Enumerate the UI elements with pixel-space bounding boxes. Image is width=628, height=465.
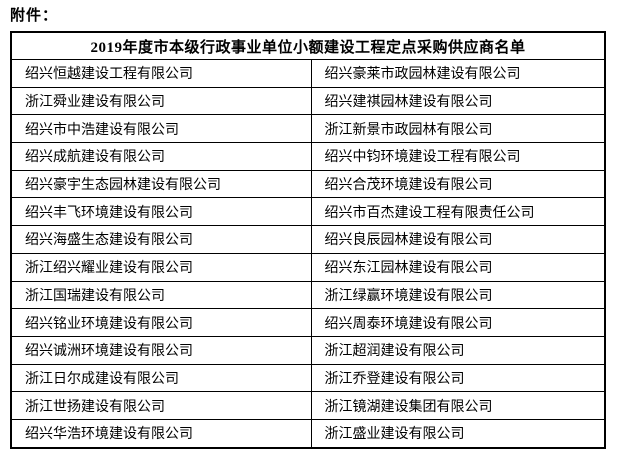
supplier-table: 2019年度市本级行政事业单位小额建设工程定点采购供应商名单 绍兴恒越建设工程有… (10, 31, 607, 449)
table-row: 绍兴豪宇生态园林建设有限公司 绍兴合茂环境建设有限公司 (10, 169, 606, 199)
supplier-cell: 绍兴市百杰建设工程有限责任公司 (310, 197, 606, 227)
supplier-cell: 绍兴丰飞环境建设有限公司 (10, 197, 312, 227)
supplier-cell: 绍兴周泰环境建设有限公司 (310, 308, 606, 337)
table-row: 浙江国瑞建设有限公司 浙江绿赢环境建设有限公司 (10, 280, 606, 310)
supplier-cell: 浙江超润建设有限公司 (310, 335, 606, 365)
supplier-cell: 浙江日尔成建设有限公司 (10, 363, 312, 393)
table-row: 绍兴市中浩建设有限公司 浙江新景市政园林有限公司 (10, 114, 606, 144)
table-row: 绍兴海盛生态建设有限公司 绍兴良辰园林建设有限公司 (10, 225, 606, 254)
supplier-cell: 绍兴铭业环境建设有限公司 (10, 308, 312, 337)
supplier-cell: 浙江镜湖建设集团有限公司 (310, 391, 606, 420)
table-title: 2019年度市本级行政事业单位小额建设工程定点采购供应商名单 (10, 31, 606, 60)
supplier-cell: 绍兴成航建设有限公司 (10, 142, 312, 171)
supplier-cell: 绍兴市中浩建设有限公司 (10, 114, 312, 144)
supplier-cell: 浙江国瑞建设有限公司 (10, 280, 312, 310)
supplier-cell: 绍兴合茂环境建设有限公司 (310, 169, 606, 199)
supplier-cell: 绍兴东江园林建设有限公司 (310, 252, 606, 282)
supplier-cell: 浙江新景市政园林有限公司 (310, 114, 606, 144)
table-row: 绍兴华浩环境建设有限公司 浙江盛业建设有限公司 (10, 418, 606, 449)
table-row: 绍兴诚洲环境建设有限公司 浙江超润建设有限公司 (10, 335, 606, 365)
supplier-cell: 浙江盛业建设有限公司 (310, 418, 606, 449)
table-title-row: 2019年度市本级行政事业单位小额建设工程定点采购供应商名单 (10, 31, 606, 60)
table-row: 绍兴成航建设有限公司 绍兴中钧环境建设工程有限公司 (10, 142, 606, 171)
supplier-cell: 绍兴华浩环境建设有限公司 (10, 418, 312, 449)
supplier-cell: 绍兴建祺园林建设有限公司 (310, 86, 606, 116)
supplier-cell: 绍兴中钧环境建设工程有限公司 (310, 142, 606, 171)
table-row: 浙江世扬建设有限公司 浙江镜湖建设集团有限公司 (10, 391, 606, 420)
supplier-cell: 绍兴良辰园林建设有限公司 (310, 225, 606, 254)
supplier-cell: 浙江乔登建设有限公司 (310, 363, 606, 393)
supplier-cell: 浙江舜业建设有限公司 (10, 86, 312, 116)
supplier-table-body: 绍兴恒越建设工程有限公司 绍兴豪莱市政园林建设有限公司 浙江舜业建设有限公司 绍兴建祺… (10, 59, 606, 449)
supplier-cell: 浙江绿赢环境建设有限公司 (310, 280, 606, 310)
table-row: 浙江日尔成建设有限公司 浙江乔登建设有限公司 (10, 363, 606, 393)
supplier-cell: 绍兴恒越建设工程有限公司 (10, 59, 312, 88)
supplier-cell: 浙江绍兴耀业建设有限公司 (10, 252, 312, 282)
supplier-cell: 绍兴诚洲环境建设有限公司 (10, 335, 312, 365)
supplier-cell: 绍兴豪宇生态园林建设有限公司 (10, 169, 312, 199)
supplier-cell: 绍兴豪莱市政园林建设有限公司 (310, 59, 606, 88)
table-row: 浙江绍兴耀业建设有限公司 绍兴东江园林建设有限公司 (10, 252, 606, 282)
table-row: 绍兴铭业环境建设有限公司 绍兴周泰环境建设有限公司 (10, 308, 606, 337)
table-row: 浙江舜业建设有限公司 绍兴建祺园林建设有限公司 (10, 86, 606, 116)
supplier-cell: 浙江世扬建设有限公司 (10, 391, 312, 420)
table-row: 绍兴恒越建设工程有限公司 绍兴豪莱市政园林建设有限公司 (10, 59, 606, 88)
attachment-label: 附件： (10, 8, 59, 24)
supplier-cell: 绍兴海盛生态建设有限公司 (10, 225, 312, 254)
table-row: 绍兴丰飞环境建设有限公司 绍兴市百杰建设工程有限责任公司 (10, 197, 606, 227)
